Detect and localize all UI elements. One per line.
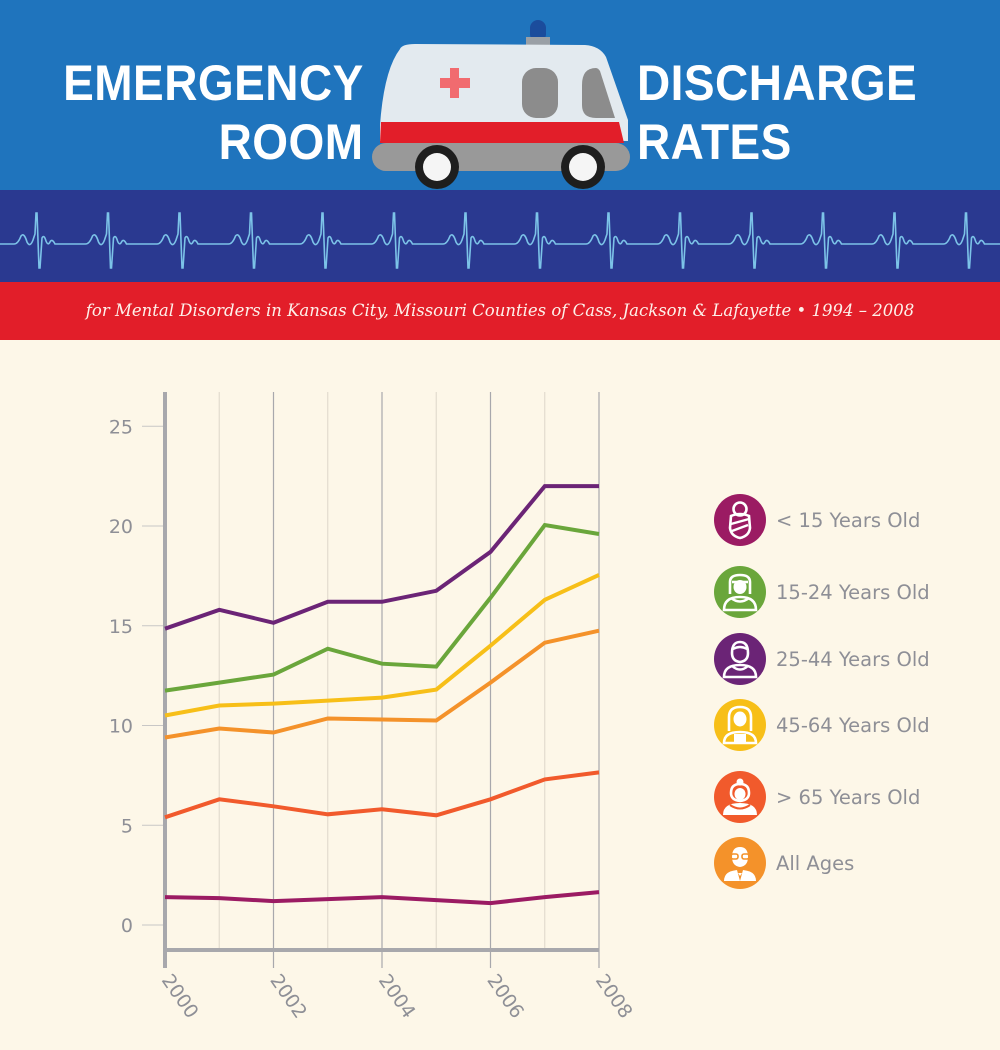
x-tick-label: 2004 xyxy=(374,970,420,1022)
legend-item-all-ages: All Ages xyxy=(714,837,854,889)
y-tick-label: 25 xyxy=(109,416,133,438)
ecg-trace xyxy=(0,212,1000,269)
legend-label: All Ages xyxy=(776,851,855,875)
y-tick-label: 20 xyxy=(109,516,133,538)
ambulance-icon xyxy=(372,20,630,189)
cross-horizontal xyxy=(440,78,470,88)
ambulance-body xyxy=(380,44,628,141)
elderly-woman-icon xyxy=(714,771,766,823)
heartbeat-ecg-icon xyxy=(0,212,1000,269)
side-window xyxy=(522,68,558,118)
series-line-0 xyxy=(164,890,600,906)
elderly-man-glasses-icon xyxy=(714,837,766,889)
series-line-5 xyxy=(164,628,600,740)
y-tick-label: 0 xyxy=(121,915,133,937)
title-emergency: EMERGENCY xyxy=(63,55,364,111)
subtitle: for Mental Disorders in Kansas City, Mis… xyxy=(85,301,915,320)
title-room: ROOM xyxy=(219,114,364,170)
series-line-4 xyxy=(164,770,600,820)
y-tick-label: 15 xyxy=(109,616,133,638)
legend-label: 45-64 Years Old xyxy=(776,713,930,737)
front-window xyxy=(582,68,615,118)
legend-item-under-15: < 15 Years Old xyxy=(714,494,920,546)
axes xyxy=(163,392,599,968)
title-discharge: DISCHARGE xyxy=(637,55,918,111)
legend-item-15-24: 15-24 Years Old xyxy=(714,566,930,618)
series-line-1 xyxy=(164,522,600,693)
grid-lines xyxy=(142,392,600,968)
legend-label: < 15 Years Old xyxy=(776,508,921,532)
legend-item-over-65: > 65 Years Old xyxy=(714,771,920,823)
x-tick-label: 2000 xyxy=(157,970,203,1022)
series-line-2 xyxy=(164,484,599,631)
y-tick-label: 10 xyxy=(109,716,133,738)
legend-item-45-64: 45-64 Years Old xyxy=(714,699,930,751)
legend-label: 25-44 Years Old xyxy=(776,647,930,671)
middle-aged-woman-icon xyxy=(714,699,766,751)
legend-label: > 65 Years Old xyxy=(776,785,921,809)
title-rates: RATES xyxy=(637,114,792,170)
subtitle-band: for Mental Disorders in Kansas City, Mis… xyxy=(0,282,1000,340)
header-title-band: EMERGENCY ROOM DISCHARGE RATES xyxy=(0,0,1000,190)
siren-light xyxy=(530,20,546,42)
x-tick-label: 2006 xyxy=(482,970,528,1022)
series-lines xyxy=(164,484,600,906)
heartbeat-band xyxy=(0,190,1000,282)
adult-man-icon xyxy=(714,633,766,685)
series-line-3 xyxy=(164,573,600,718)
x-tick-label: 2002 xyxy=(265,970,311,1022)
line-chart: 0 5 10 15 20 25 2000 2002 2004 2006 2008 xyxy=(109,392,637,1022)
siren-base xyxy=(526,37,550,46)
young-person-icon xyxy=(714,566,766,618)
legend-item-25-44: 25-44 Years Old xyxy=(714,633,930,685)
swaddled-baby-icon xyxy=(714,494,766,546)
ambulance-stripe xyxy=(380,122,624,143)
x-tick-label: 2008 xyxy=(591,970,637,1022)
y-tick-label: 5 xyxy=(121,815,133,837)
legend-label: 15-24 Years Old xyxy=(776,580,930,604)
